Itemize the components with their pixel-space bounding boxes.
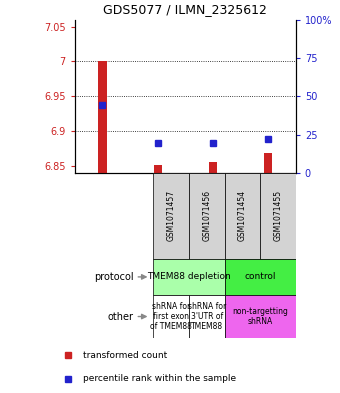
Bar [209, 162, 217, 173]
Text: GSM1071456: GSM1071456 [202, 190, 211, 241]
Text: control: control [244, 272, 276, 281]
Bar [153, 295, 189, 338]
Text: TMEM88 depletion: TMEM88 depletion [147, 272, 231, 281]
Bar [153, 173, 189, 259]
Title: GDS5077 / ILMN_2325612: GDS5077 / ILMN_2325612 [103, 3, 267, 16]
Bar [264, 153, 272, 173]
Text: non-targetting
shRNA: non-targetting shRNA [232, 307, 288, 326]
Text: transformed count: transformed count [83, 351, 168, 360]
Text: GSM1071455: GSM1071455 [273, 190, 283, 241]
Text: percentile rank within the sample: percentile rank within the sample [83, 374, 236, 383]
Text: GSM1071457: GSM1071457 [167, 190, 175, 241]
Bar [189, 295, 224, 338]
Bar [98, 61, 106, 173]
Text: other: other [108, 312, 134, 321]
Text: shRNA for
3'UTR of
TMEM88: shRNA for 3'UTR of TMEM88 [188, 301, 226, 331]
Text: protocol: protocol [94, 272, 134, 282]
Text: GSM1071454: GSM1071454 [238, 190, 247, 241]
Bar [224, 295, 296, 338]
Bar [153, 259, 224, 295]
Bar [154, 165, 162, 173]
Bar [189, 173, 224, 259]
Text: shRNA for
first exon
of TMEM88: shRNA for first exon of TMEM88 [150, 301, 192, 331]
Bar [224, 173, 260, 259]
Bar [224, 259, 296, 295]
Bar [260, 173, 296, 259]
